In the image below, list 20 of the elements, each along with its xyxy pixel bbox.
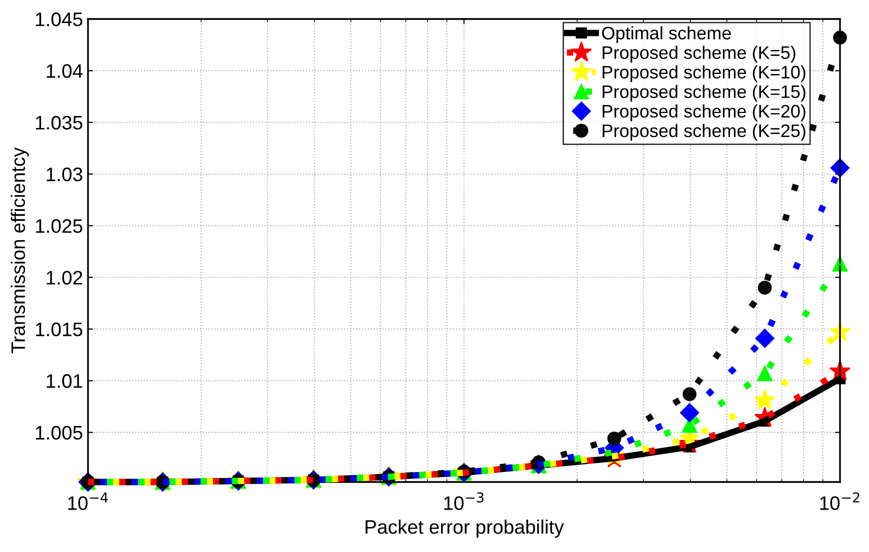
x-axis-title: Packet error probability [366, 520, 564, 538]
x-tick-label: 10$^{−3}$ [444, 492, 484, 510]
legend-label: Optimal scheme [602, 26, 731, 44]
legend-label: Proposed scheme (K=15) [602, 84, 806, 102]
legend-label: Proposed scheme (K=20) [602, 104, 806, 122]
y-tick-label: 1.045 [36, 12, 82, 26]
y-tick-label: 1.02 [46, 270, 82, 285]
y-tick-label: 1.04 [46, 64, 83, 78]
y-tick-label: 1.005 [36, 426, 82, 440]
y-tick-label: 1.01 [46, 374, 82, 388]
y-axis-title: Transmission efficientcy [10, 147, 29, 354]
y-tick-label: 1.035 [36, 116, 82, 130]
y-tick-label: 1.015 [36, 322, 82, 336]
legend-label: Proposed scheme (K=25) [602, 124, 806, 141]
x-tick-label: 10$^{−2}$ [820, 492, 860, 510]
y-tick-label: 1.03 [46, 167, 82, 182]
y-tick-label: 1.025 [36, 219, 82, 233]
legend-label: Proposed scheme (K=10) [602, 65, 806, 82]
legend-label: Proposed scheme (K=5) [602, 46, 796, 63]
x-tick-label: 10$^{−4}$ [68, 492, 108, 510]
